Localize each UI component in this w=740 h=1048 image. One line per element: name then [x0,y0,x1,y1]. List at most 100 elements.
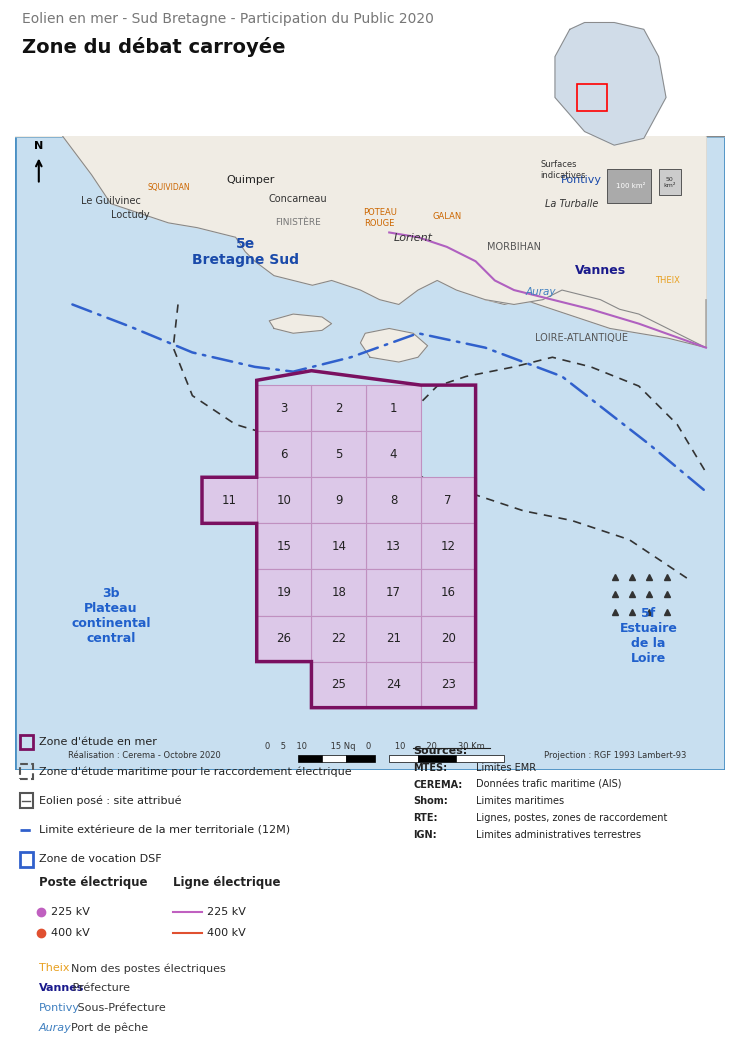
Bar [366,385,421,431]
Bar [421,661,476,707]
Text: Données trafic maritime (AIS): Données trafic maritime (AIS) [476,780,621,790]
Text: 1: 1 [390,401,397,415]
Text: 16: 16 [441,586,456,599]
Polygon shape [269,314,332,333]
Text: Pontivy: Pontivy [38,1003,80,1013]
Bar [421,569,476,615]
Bar [322,755,346,762]
Text: FINISTÈRE: FINISTÈRE [275,218,321,227]
Text: Le Guilvinec: Le Guilvinec [81,196,141,205]
Text: IGN:: IGN: [413,830,437,840]
Text: Port de pêche: Port de pêche [64,1023,148,1033]
Text: 3: 3 [280,401,288,415]
Text: Concarneau: Concarneau [269,194,327,204]
Bar [418,755,457,762]
Text: 5: 5 [335,447,343,461]
Text: Auray: Auray [38,1023,72,1033]
Text: Pontivy: Pontivy [561,175,602,184]
Bar [257,523,312,569]
Text: 5f
Estuaire
de la
Loire: 5f Estuaire de la Loire [619,607,677,664]
Text: 11: 11 [222,494,237,507]
Bar [366,661,421,707]
Text: 400 kV: 400 kV [51,927,90,938]
Bar [312,523,366,569]
Text: Zone de vocation DSF: Zone de vocation DSF [38,854,161,865]
Text: 5e
Bretagne Sud: 5e Bretagne Sud [192,237,299,267]
Text: 14: 14 [332,540,346,553]
Text: 3b
Plateau
continental
central: 3b Plateau continental central [71,588,150,646]
Text: MORBIHAN: MORBIHAN [487,242,541,252]
Text: 25: 25 [332,678,346,691]
Text: Theix: Theix [38,963,70,974]
Text: 8: 8 [390,494,397,507]
Text: 50
km²: 50 km² [664,177,676,188]
Text: 6: 6 [280,447,288,461]
Text: Lorient: Lorient [394,234,433,243]
Text: Vannes: Vannes [575,264,626,278]
Text: 13: 13 [386,540,401,553]
Text: 0    5    10         15 Nq    0         10        20        30 Km: 0 5 10 15 Nq 0 10 20 30 Km [265,742,485,750]
Text: Ligne électrique: Ligne électrique [173,876,280,889]
Text: RTE:: RTE: [413,813,437,824]
Bar [366,615,421,661]
Text: SQUIVIDAN: SQUIVIDAN [147,182,189,192]
Bar [312,431,366,477]
Text: 7: 7 [445,494,452,507]
Text: 9: 9 [335,494,343,507]
Bar [607,169,651,203]
Text: 18: 18 [332,586,346,599]
Text: POTEAU
ROUGE: POTEAU ROUGE [363,209,397,227]
Bar [257,569,312,615]
Text: 10: 10 [277,494,292,507]
Bar [312,477,366,523]
Text: GALAN: GALAN [432,212,462,221]
Text: 17: 17 [386,586,401,599]
Text: Préfecture: Préfecture [69,983,130,994]
Text: THEIX: THEIX [655,276,680,285]
Text: Sources:: Sources: [413,746,468,757]
Text: 2: 2 [335,401,343,415]
Text: Sous-Préfecture: Sous-Préfecture [74,1003,166,1013]
Text: 4: 4 [390,447,397,461]
Text: 19: 19 [277,586,292,599]
Text: Vannes: Vannes [38,983,84,994]
Polygon shape [485,136,706,348]
Bar [312,569,366,615]
Bar [312,661,366,707]
Polygon shape [555,23,666,146]
Text: LOIRE-ATLANTIQUE: LOIRE-ATLANTIQUE [535,333,628,343]
Text: Auray: Auray [525,287,556,297]
Text: 225 kV: 225 kV [51,907,90,917]
Text: 23: 23 [441,678,456,691]
Text: Limites administratives terrestres: Limites administratives terrestres [476,830,641,840]
Text: Nom des postes électriques: Nom des postes électriques [64,963,226,974]
Text: Projection : RGF 1993 Lambert-93: Projection : RGF 1993 Lambert-93 [545,751,687,761]
Bar [312,615,366,661]
Bar [366,477,421,523]
Text: MTES:: MTES: [413,763,447,773]
Text: La Turballe: La Turballe [545,199,598,209]
Bar [312,385,366,431]
Text: Limites EMR: Limites EMR [476,763,536,773]
Bar [366,431,421,477]
Polygon shape [360,328,428,362]
Text: 22: 22 [332,632,346,645]
Text: 24: 24 [386,678,401,691]
Polygon shape [15,136,725,348]
Text: Poste électrique: Poste électrique [38,876,147,889]
Text: CEREMA:: CEREMA: [413,780,462,790]
Bar [366,523,421,569]
Text: Réalisation : Cerema - Octobre 2020: Réalisation : Cerema - Octobre 2020 [67,751,221,761]
Text: Loctudy: Loctudy [111,211,149,220]
Text: Eolien en mer - Sud Bretagne - Participation du Public 2020: Eolien en mer - Sud Bretagne - Participa… [22,12,434,25]
Bar [457,755,505,762]
Bar [389,755,418,762]
Text: 15: 15 [277,540,292,553]
Text: Zone d'étude en mer: Zone d'étude en mer [38,737,157,747]
Text: 400 kV: 400 kV [206,927,246,938]
Bar [257,615,312,661]
Text: 100 km²: 100 km² [616,183,645,189]
Text: Zone d'étude maritime pour le raccordement électrique: Zone d'étude maritime pour le raccordeme… [38,766,352,777]
Text: 20: 20 [441,632,456,645]
Bar [421,477,476,523]
